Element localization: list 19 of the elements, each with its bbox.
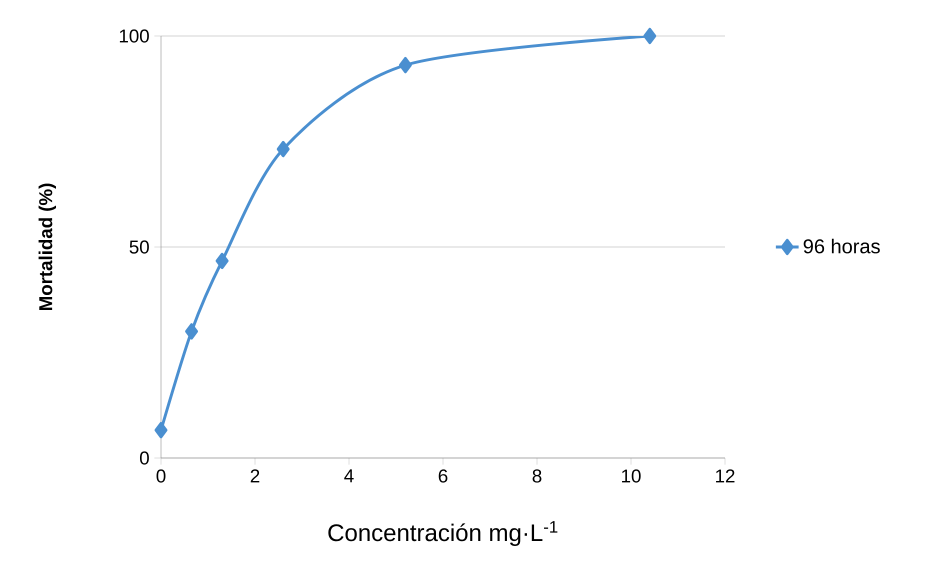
x-tick-label: 10 [622, 469, 641, 483]
point [185, 323, 198, 340]
point [276, 140, 290, 158]
x-tick-label: 12 [716, 469, 734, 482]
point [154, 422, 168, 438]
y-tick-label: 0 [140, 451, 149, 465]
x-tick-label: 2 [250, 469, 260, 482]
point [216, 252, 229, 270]
x-axis-title: Concentración mg·L$^{-1}$ [328, 521, 558, 546]
point [643, 28, 656, 44]
x-tick-label: 4 [344, 469, 354, 482]
legend-label: 96 horas [804, 238, 880, 254]
x-tick-label: 0 [156, 469, 166, 483]
y-tick-label: 50 [130, 240, 149, 254]
y-axis-title: Mortalidad (%) [38, 184, 56, 310]
x-tick-label: 6 [438, 469, 448, 483]
point [398, 56, 412, 74]
x-tick-label: 8 [532, 469, 542, 483]
y-tick-label: 100 [120, 29, 149, 43]
